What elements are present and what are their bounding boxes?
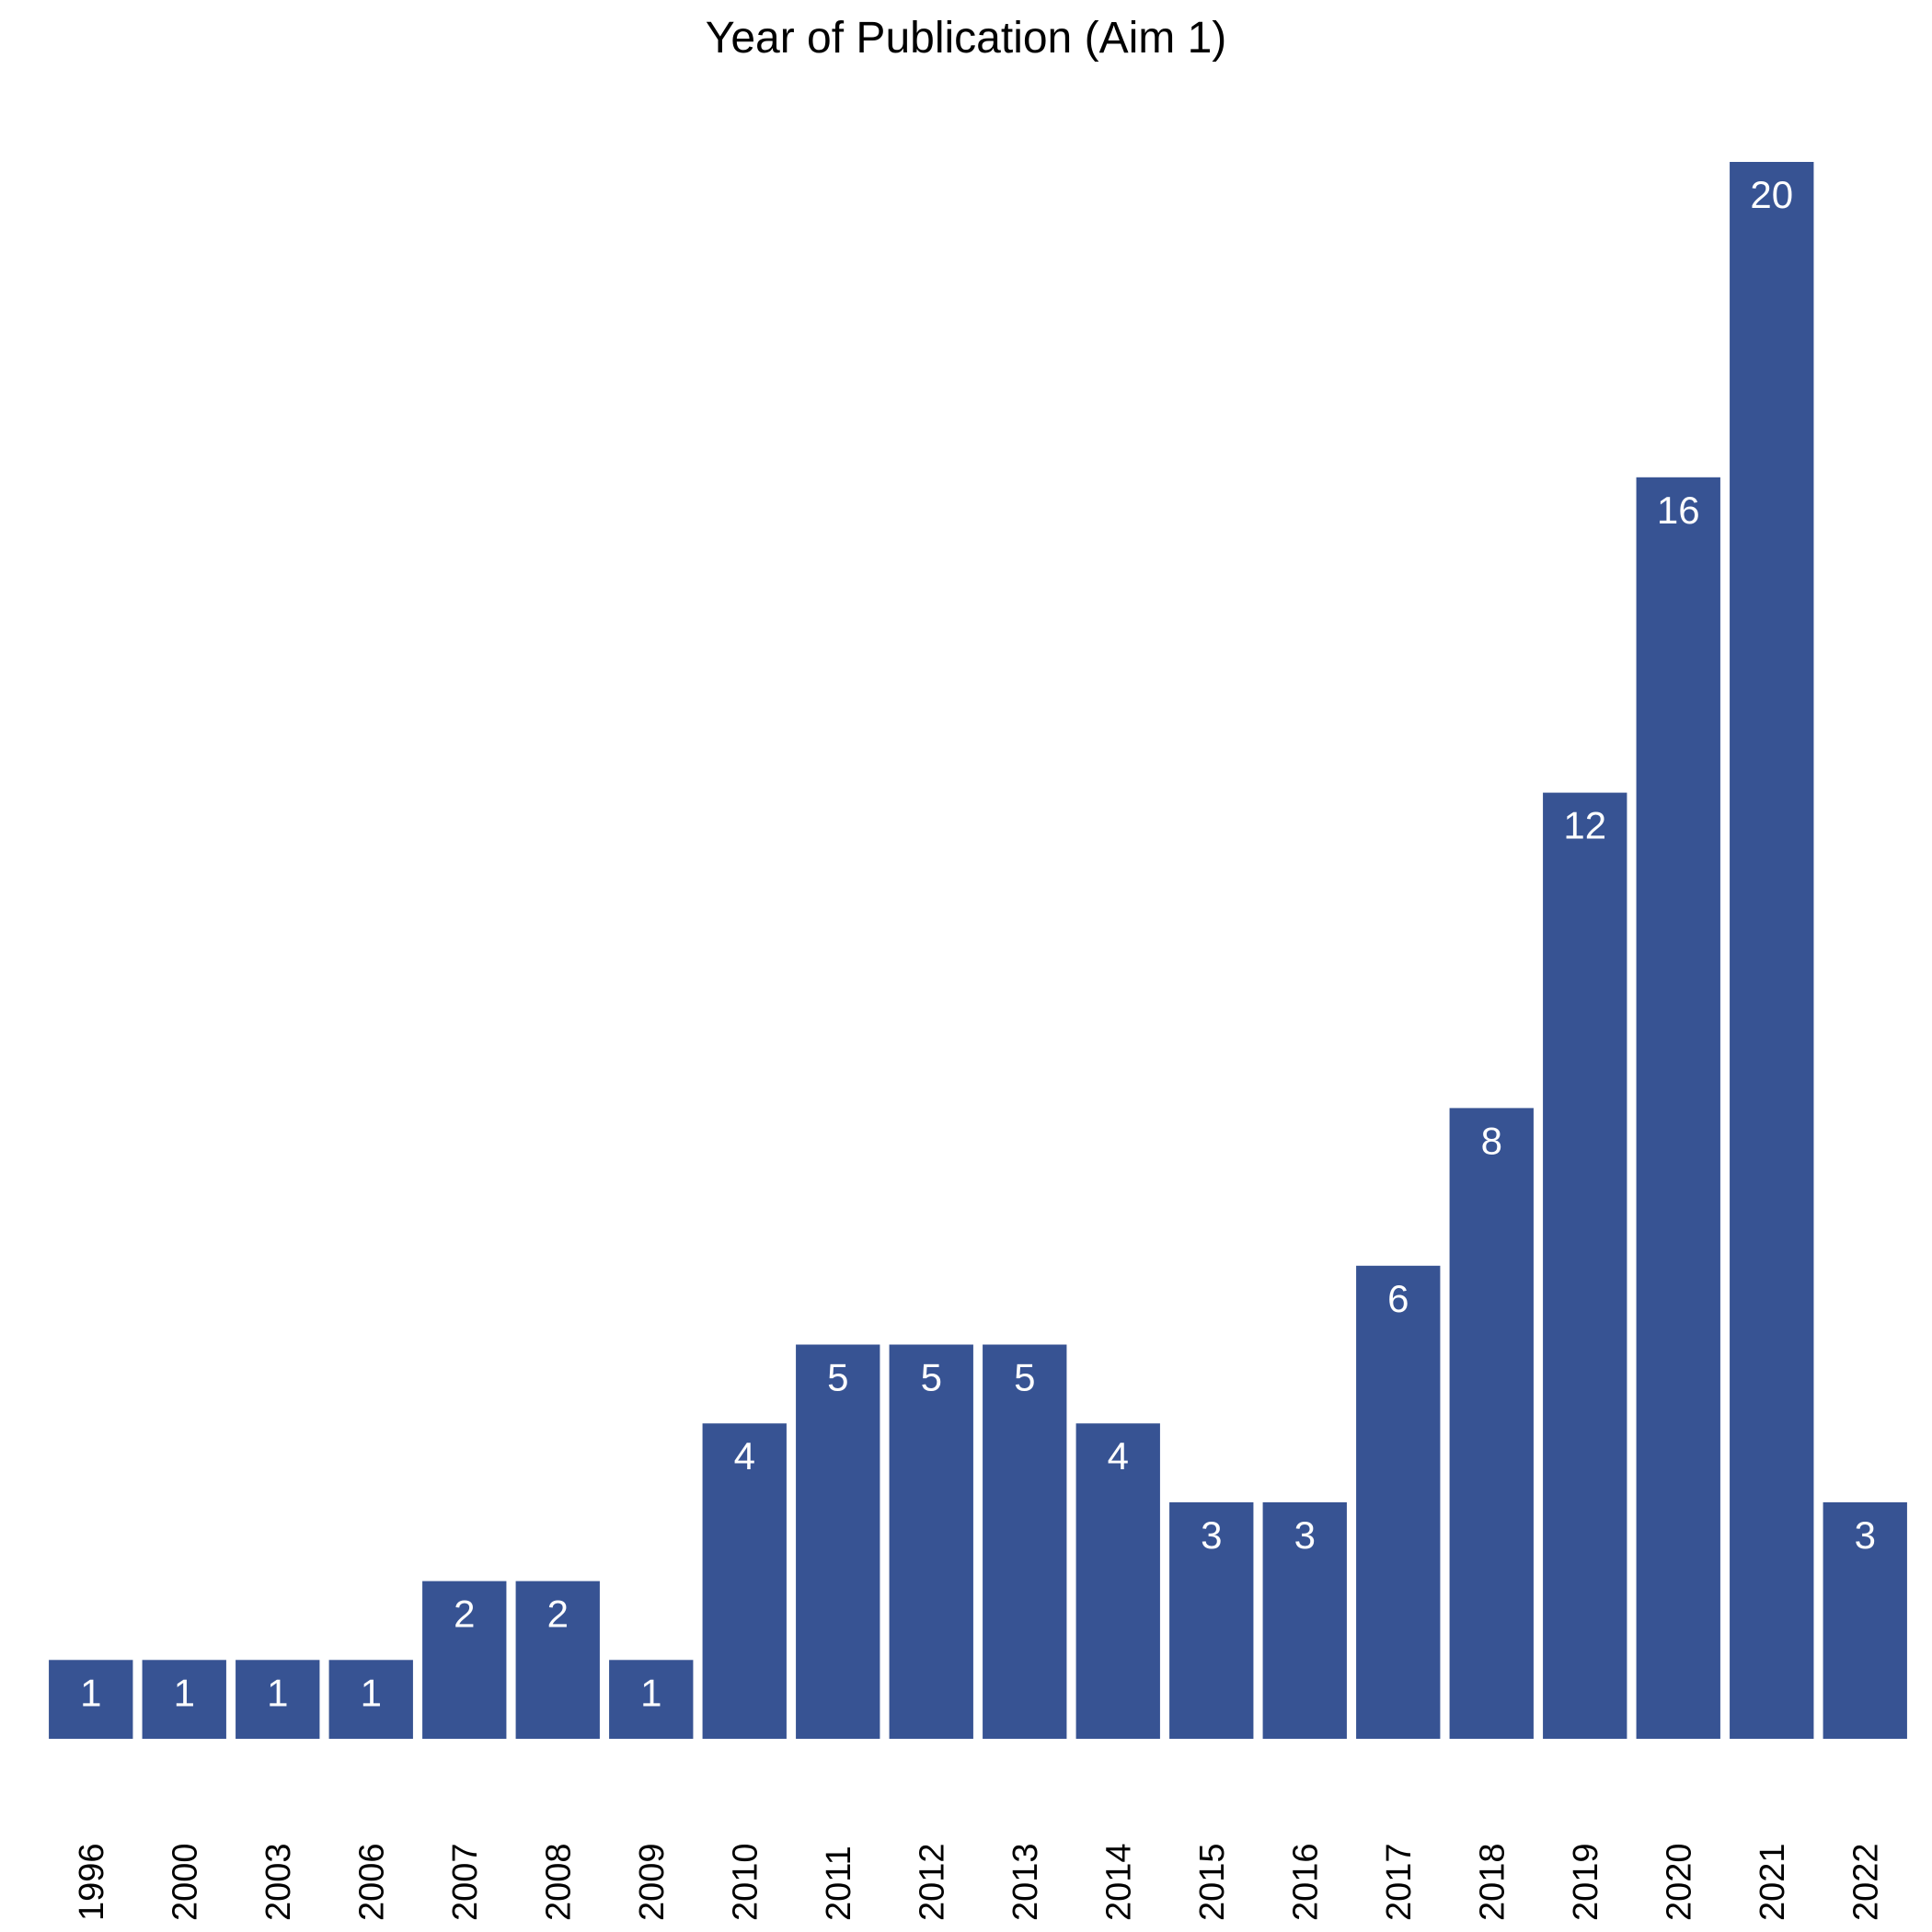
data-label-2020: 16 [1657,489,1700,532]
bars-layer [49,162,1907,1739]
data-label-2019: 12 [1563,804,1606,847]
data-label-2008: 2 [547,1593,569,1636]
x-tick-label-2003: 2003 [259,1843,298,1921]
data-label-2013: 5 [1014,1356,1035,1399]
x-tick-labels-layer: 1996 2000 2003 2006 2007 2008 2009 2010 2011 2012… [73,1843,1886,1921]
chart-title: Year of Publication (Aim 1) [705,14,1227,63]
x-tick-label-2014: 2014 [1099,1843,1138,1921]
bar-2022 [1823,1501,1907,1739]
bar-2020 [1636,477,1720,1739]
bar-2012 [889,1344,973,1739]
x-tick-label-2022: 2022 [1846,1843,1885,1921]
data-label-1996: 1 [80,1671,101,1714]
bar-2011 [796,1344,880,1739]
x-tick-label-2018: 2018 [1473,1843,1512,1921]
bar-2010 [702,1423,787,1739]
bar-2015 [1169,1501,1254,1739]
x-tick-label-1996: 1996 [73,1843,111,1921]
data-label-2010: 4 [734,1434,755,1478]
x-tick-label-2010: 2010 [726,1843,765,1921]
x-tick-label-2017: 2017 [1380,1843,1419,1921]
x-tick-label-2015: 2015 [1193,1843,1232,1921]
bar-1996 [49,1660,133,1739]
x-tick-label-2021: 2021 [1754,1843,1792,1921]
x-tick-label-2006: 2006 [352,1843,391,1921]
x-tick-label-2009: 2009 [633,1843,672,1921]
bar-2008 [515,1581,600,1739]
data-label-2006: 1 [361,1671,382,1714]
bar-2016 [1262,1501,1347,1739]
data-label-2017: 6 [1387,1277,1409,1320]
x-tick-label-2013: 2013 [1006,1843,1045,1921]
bar-2018 [1449,1108,1534,1739]
bar-2013 [983,1344,1067,1739]
data-label-2000: 1 [174,1671,195,1714]
data-label-2022: 3 [1855,1513,1876,1557]
bar-2000 [142,1660,226,1739]
bar-2014 [1075,1423,1160,1739]
x-tick-label-2019: 2019 [1567,1843,1605,1921]
bar-2009 [609,1660,694,1739]
bar-2003 [236,1660,320,1739]
data-label-2018: 8 [1481,1119,1502,1162]
data-label-2011: 5 [827,1356,848,1399]
data-label-2003: 1 [267,1671,288,1714]
x-tick-label-2016: 2016 [1286,1843,1325,1921]
x-tick-label-2007: 2007 [446,1843,485,1921]
bar-2007 [422,1581,507,1739]
data-label-2016: 3 [1294,1513,1316,1557]
bar-2006 [328,1660,413,1739]
x-tick-label-2000: 2000 [166,1843,204,1921]
data-label-2009: 1 [640,1671,661,1714]
bar-2021 [1730,162,1814,1739]
x-tick-label-2020: 2020 [1660,1843,1698,1921]
x-tick-label-2012: 2012 [913,1843,951,1921]
bar-2017 [1356,1265,1441,1739]
x-tick-label-2011: 2011 [820,1846,858,1921]
data-label-2007: 2 [454,1593,475,1636]
data-label-2015: 3 [1201,1513,1222,1557]
data-label-2021: 20 [1750,173,1793,216]
bar-2019 [1543,792,1627,1739]
data-label-2014: 4 [1108,1434,1129,1478]
x-tick-label-2008: 2008 [539,1843,578,1921]
data-label-2012: 5 [921,1356,942,1399]
